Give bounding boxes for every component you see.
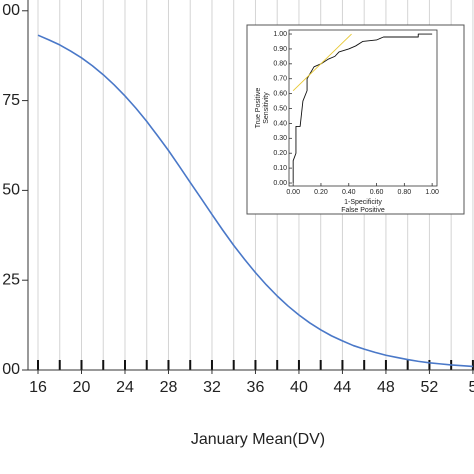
x-tick-label: 0.80 — [398, 189, 412, 196]
y-tick-label: 1.00 — [273, 31, 287, 38]
y-tick-label: 0.40 — [273, 120, 287, 127]
y-tick-label: 25 — [2, 271, 20, 288]
y-tick-label: 0.10 — [273, 165, 287, 172]
x-tick-label: 32 — [203, 379, 221, 396]
y-tick-label: 0.70 — [273, 76, 287, 83]
inset-frame — [246, 24, 465, 215]
y-axis-label: Sensitivity — [263, 92, 270, 124]
x-tick-label: 0.00 — [286, 189, 300, 196]
y-tick-label: 0.80 — [273, 61, 287, 68]
x-tick-label: 44 — [334, 379, 352, 396]
y-tick-label: 0.30 — [273, 135, 287, 142]
y-tick-label: 0.20 — [273, 150, 287, 157]
line-series — [292, 33, 433, 184]
inset-plot-frame — [288, 29, 438, 187]
x-tick-label: 16 — [29, 379, 47, 396]
x-axis-label: False Positive — [341, 207, 385, 214]
y-tick-label: 0.50 — [273, 105, 287, 112]
y-tick-label: 75 — [2, 92, 20, 109]
y-tick-label: 00 — [2, 2, 20, 19]
x-tick-label: 52 — [421, 379, 439, 396]
x-tick-label: 24 — [116, 379, 134, 396]
line-series — [37, 34, 473, 368]
x-tick-label: 0.60 — [370, 189, 384, 196]
y-tick-label: 50 — [2, 182, 20, 199]
x-tick-label: 48 — [377, 379, 395, 396]
y-tick-label: 00 — [2, 361, 20, 378]
line-series — [292, 33, 352, 91]
x-tick-label: 5 — [468, 379, 474, 396]
x-tick-label: 0.40 — [342, 189, 356, 196]
x-tick-label: 40 — [290, 379, 308, 396]
x-tick-label: 1.00 — [425, 189, 439, 196]
x-tick-label: 28 — [160, 379, 178, 396]
x-tick-label: 0.20 — [314, 189, 328, 196]
x-tick-label: 36 — [247, 379, 265, 396]
y-axis-label: True Positive — [255, 88, 262, 129]
x-axis-label: 1-Specificity — [344, 199, 382, 206]
x-tick-label: 20 — [73, 379, 91, 396]
y-tick-label: 0.60 — [273, 90, 287, 97]
x-axis-label: January Mean(DV) — [191, 431, 325, 448]
y-tick-label: 0.00 — [273, 180, 287, 187]
y-tick-label: 0.90 — [273, 46, 287, 53]
